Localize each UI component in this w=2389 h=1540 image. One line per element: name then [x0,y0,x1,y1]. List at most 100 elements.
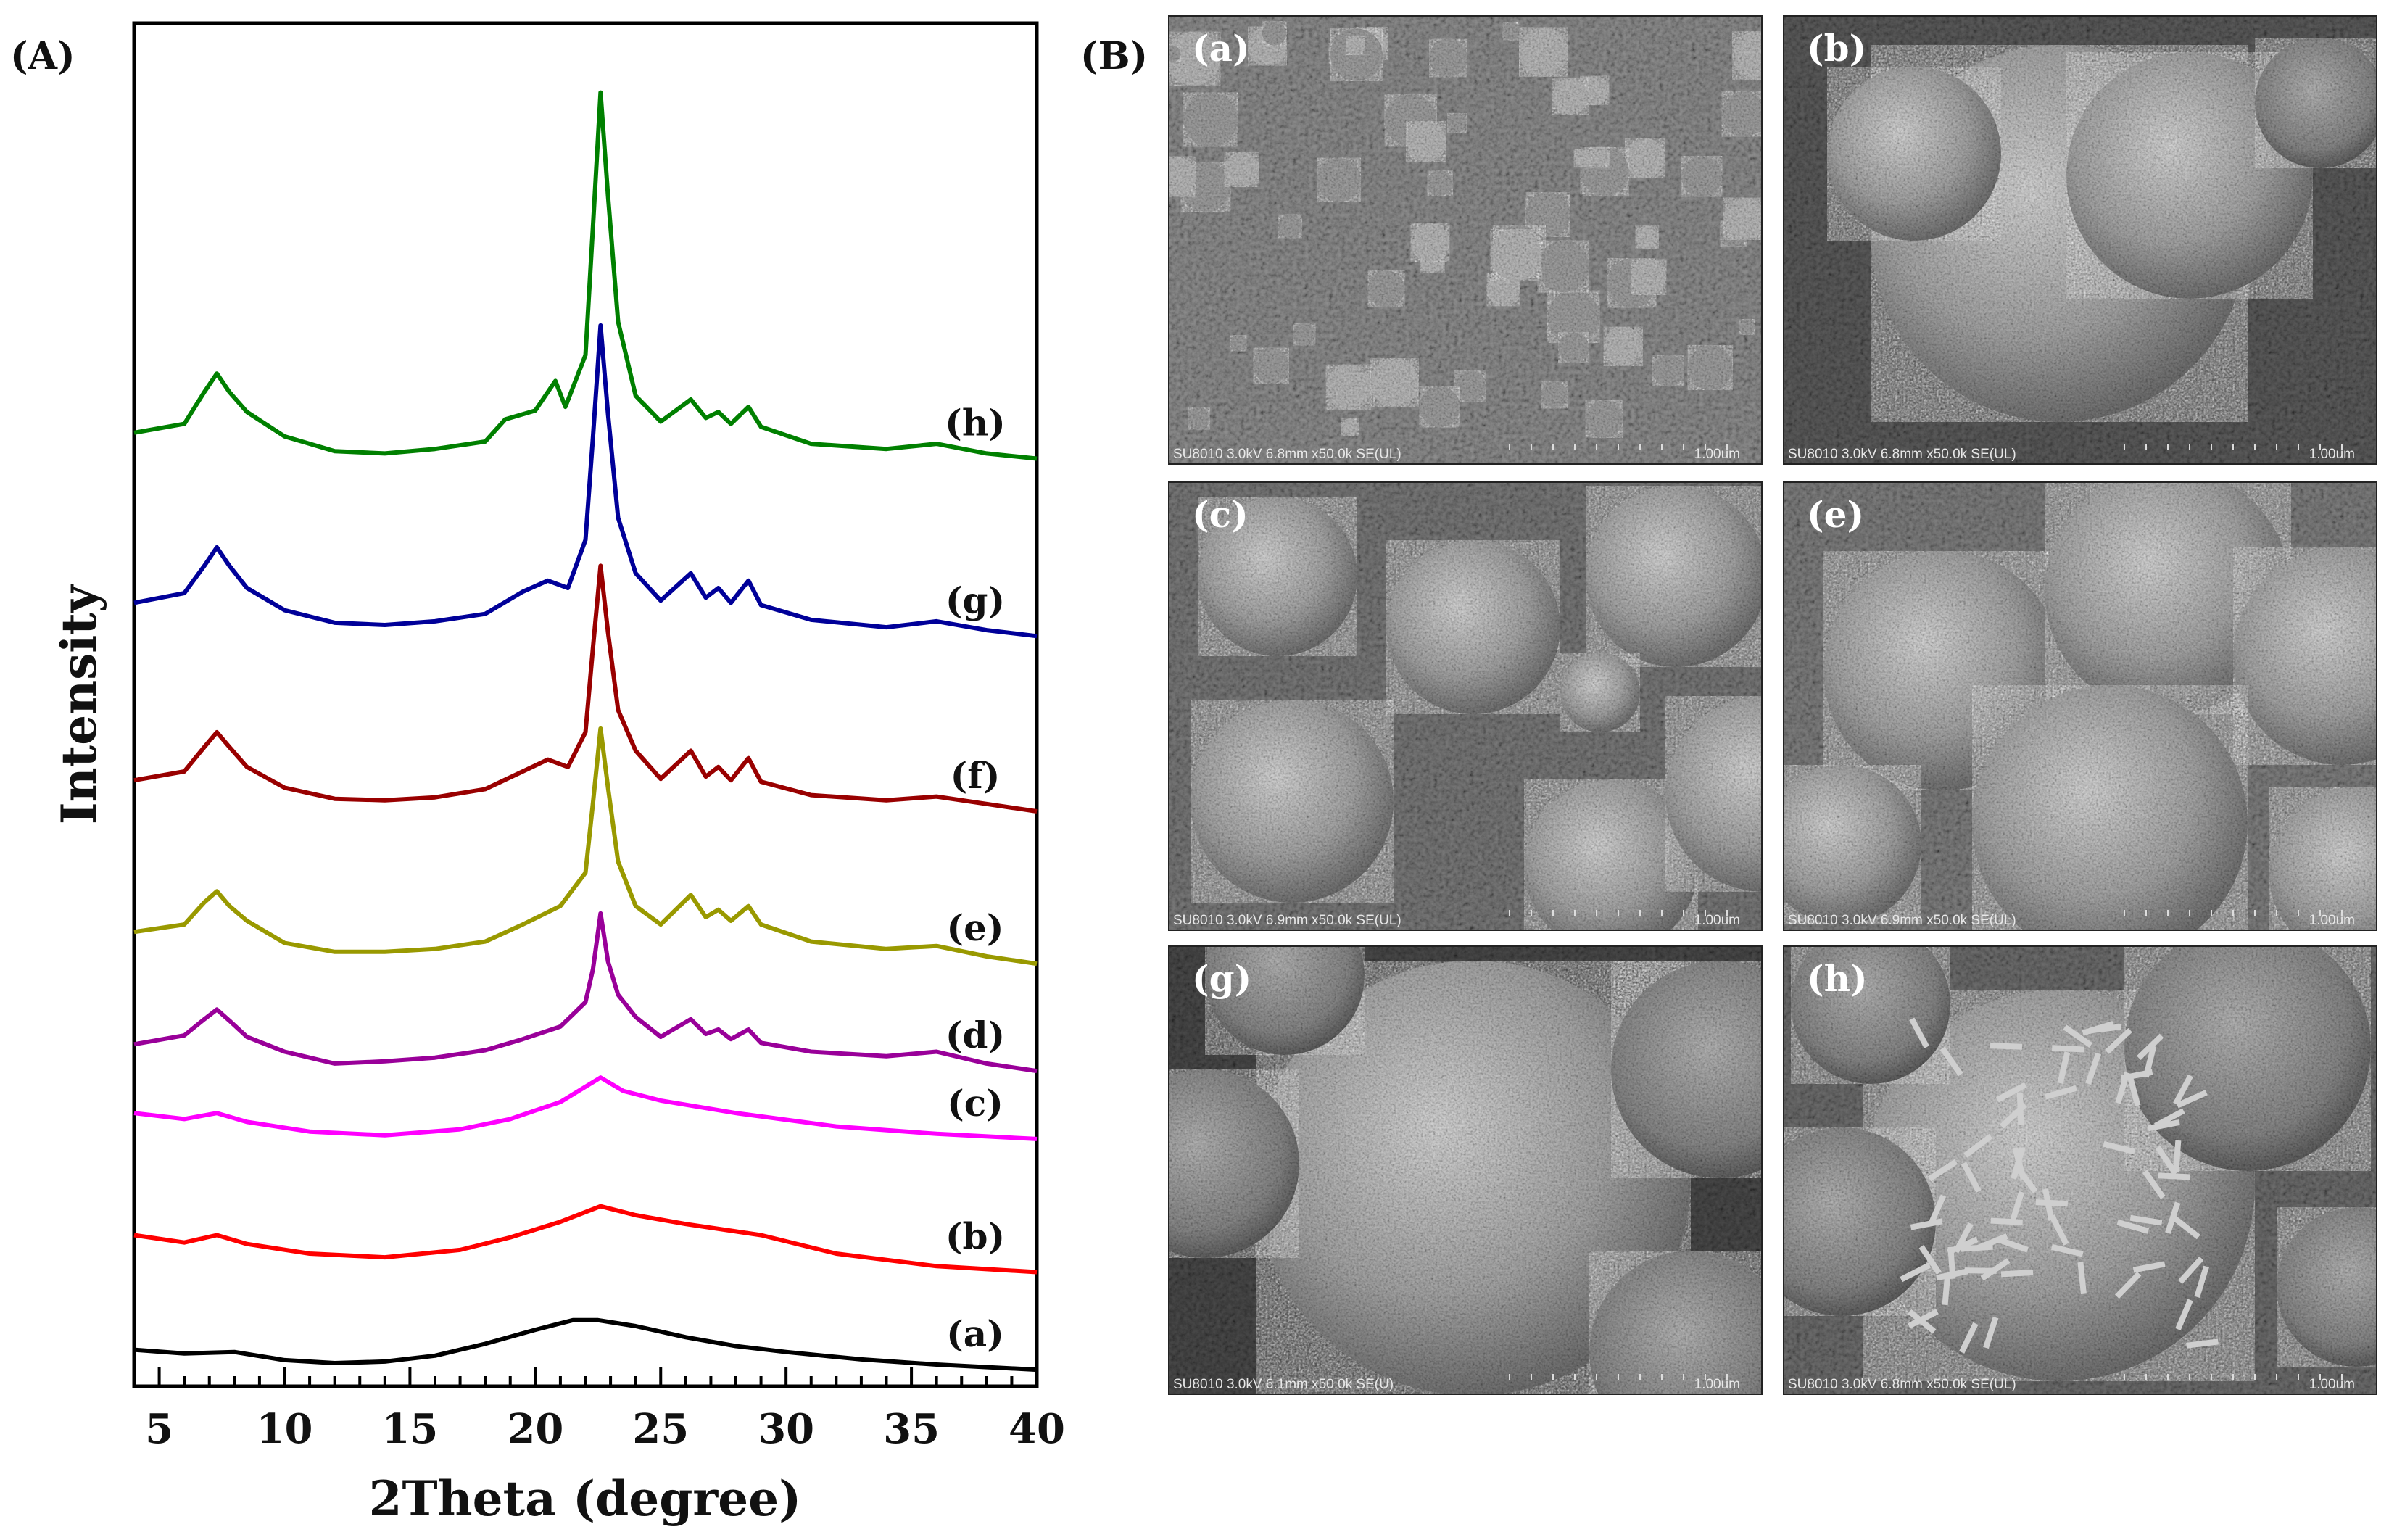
sem-scale-text: 1.00um [1694,1377,1740,1392]
sem-footer-info: SU8010 3.0kV 6.8mm x50.0k SE(UL) [1788,1377,2016,1392]
sem-rod [2186,1338,2219,1349]
sem-rod [2057,1051,2071,1084]
sem-particle [1732,31,1762,80]
series-line-5 [133,563,1038,814]
sem-particle [1188,407,1210,430]
sem-scale-text: 1.00um [1694,447,1740,462]
sem-rod [1996,1236,2029,1253]
sem-particle [1573,149,1592,167]
sem-particle [1681,156,1723,197]
series-labels: (a) (b) (c) (d) (e) (f) (g) (h) [945,402,1006,1356]
sem-rod [1939,1046,1963,1077]
sem-scale-text: 1.00um [2309,447,2355,462]
sem-particle [1739,319,1755,335]
sem-particle [1723,197,1762,240]
sem-particle [1198,497,1357,656]
sem-particle [1454,370,1486,402]
sem-scale-text: 1.00um [2309,913,2355,928]
sem-particle [1370,358,1419,407]
sem-rod [1947,1246,1956,1279]
sem-particle [1169,1069,1299,1258]
sem-rod [1927,1194,1947,1226]
x-axis-title: 2Theta (degree) [369,1470,802,1527]
x-tick-label: 20 [507,1405,563,1453]
sem-particle [1635,225,1659,249]
sem-particle [1721,91,1762,137]
sem-particle [1791,946,1950,1084]
sem-particle [1191,700,1394,903]
sem-rod [2148,1119,2180,1132]
sem-rod [2063,1024,2093,1048]
sem-frame [1783,945,2377,1395]
sem-rod [2127,1074,2141,1106]
sem-rod [2137,1033,2164,1060]
sem-rod [1996,1082,2027,1103]
sem-footer-info: SU8010 3.0kV 6.1mm x50.0k SE(U) [1173,1377,1394,1392]
sem-particle [1502,22,1520,41]
sem-rod [2045,1085,2077,1100]
sem-particle [1585,400,1623,438]
sem-rod [2129,1214,2163,1226]
sem-rod [2103,1140,2136,1155]
sem-rod [2194,1265,2209,1299]
series-line-0 [133,1317,1038,1373]
sem-image-b: (b) SU8010 3.0kV 6.8mm x50.0k SE(UL) 1.00u… [1783,15,2377,465]
sem-particle [1537,240,1589,293]
sem-frame [1168,481,1763,931]
sem-particle [1169,156,1196,197]
sem-particle [1519,27,1568,77]
sem-rod [1909,1017,1929,1048]
x-ticks: 5 10 15 20 25 30 35 40 [133,1367,1065,1453]
x-tick-label: 30 [758,1405,814,1453]
sem-particle [1652,355,1684,386]
sem-particle [1552,78,1589,115]
plot-frame [132,21,1039,1388]
sem-frame [1168,15,1763,465]
sem-label: (c) [1192,493,1249,536]
sem-particle [2269,787,2377,930]
sem-particle [1827,67,2001,241]
sem-rod [2050,1243,2084,1257]
sem-rod [2142,1170,2166,1199]
sem-particle [1589,1251,1762,1394]
sem-particle [1419,386,1460,428]
sem-rod [2009,1191,2025,1224]
sem-frame [1168,945,1763,1395]
series-line-6 [133,323,1038,639]
sem-footer-info: SU8010 3.0kV 6.8mm x50.0k SE(UL) [1173,447,1401,462]
sem-particle [1169,31,1221,86]
sem-rod [2042,1188,2055,1221]
sem-particle [1346,36,1365,55]
sem-rod [1918,1245,1942,1275]
sem-particle [1525,192,1570,237]
sem-rod [1959,1322,1979,1354]
sem-particle [1205,946,1365,1055]
sem-rod [2105,1027,2132,1054]
series-label: (f) [951,754,1001,797]
sem-rod [2000,1270,2034,1278]
sem-rod [1942,1272,1951,1306]
sem-rod [2165,1201,2181,1234]
sem-rod [2173,1140,2182,1173]
sem-rod [2116,1219,2150,1234]
series-label: (a) [946,1312,1004,1355]
sem-particle [1427,170,1453,196]
series-line-4 [133,726,1038,966]
sem-particle [1586,486,1762,667]
sem-label: (a) [1192,27,1250,70]
sem-rod [1947,1236,1979,1255]
sem-frame [1783,15,2377,465]
sem-label: (g) [1192,957,1251,1000]
sem-particle [1490,229,1542,281]
sem-particle [1341,418,1359,436]
sem-particle [2124,946,2371,1171]
sem-rod [1961,1243,1993,1252]
sem-particle [1611,961,1762,1178]
sem-particle [1625,138,1665,178]
sem-scale-text: 1.00um [2309,1377,2355,1392]
sem-rod [2178,1256,2204,1284]
sem-image-c: (c) SU8010 3.0kV 6.9mm x50.0k SE(UL) 1.00u… [1168,481,1763,931]
sem-rod [2114,1271,2142,1299]
sem-rod [2085,1052,2102,1085]
